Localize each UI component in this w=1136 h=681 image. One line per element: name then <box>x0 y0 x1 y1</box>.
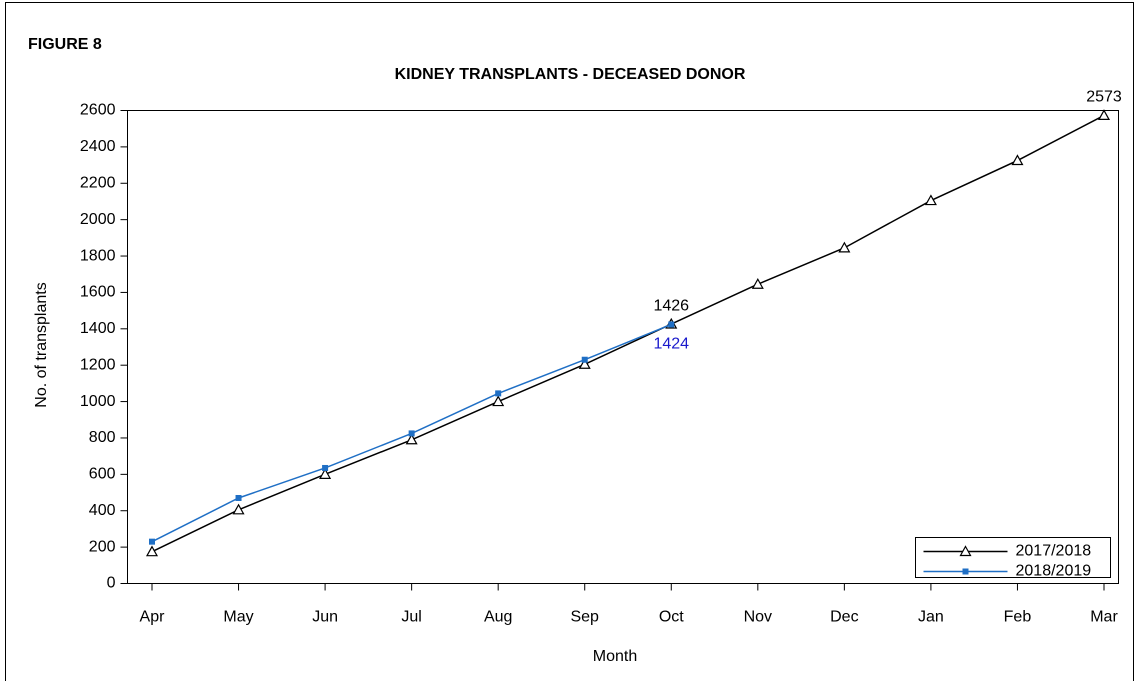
y-tick-label: 1800 <box>80 247 116 264</box>
figure-frame <box>5 2 1134 681</box>
data-point <box>578 358 591 369</box>
y-tick-label: 0 <box>107 575 116 592</box>
y-tick-label: 200 <box>89 538 116 555</box>
x-tick-label: Aug <box>484 609 512 626</box>
data-point <box>492 395 505 407</box>
data-label: 1424 <box>653 336 689 353</box>
x-tick-label: May <box>223 609 253 626</box>
x-tick-label: Oct <box>659 609 684 626</box>
legend-label: 2017/2018 <box>1016 543 1092 560</box>
y-tick-label: 2600 <box>80 102 116 119</box>
data-point <box>149 538 155 545</box>
y-tick-label: 1200 <box>80 356 116 373</box>
x-tick-label: Nov <box>744 609 772 626</box>
data-label: 2573 <box>1086 89 1122 106</box>
data-point <box>581 356 588 363</box>
x-tick-label: Dec <box>830 609 858 626</box>
data-point <box>319 468 332 479</box>
data-point <box>322 464 329 471</box>
data-label: 1426 <box>653 297 689 314</box>
data-point <box>405 433 418 445</box>
x-axis-label: Month <box>593 648 637 665</box>
y-tick-label: 2000 <box>80 211 116 228</box>
data-point <box>1011 154 1024 166</box>
legend-marker <box>962 568 969 575</box>
data-point <box>495 390 502 397</box>
x-tick-label: Mar <box>1090 609 1118 626</box>
data-point <box>924 194 937 206</box>
data-point <box>838 241 851 253</box>
legend-label: 2018/2019 <box>1016 563 1092 580</box>
legend-marker <box>959 545 972 557</box>
y-tick-label: 800 <box>89 429 116 446</box>
y-tick-label: 600 <box>89 466 116 483</box>
series-line <box>151 114 1105 553</box>
data-point <box>232 503 245 515</box>
x-tick-label: Apr <box>140 609 166 626</box>
x-tick-label: Feb <box>1004 609 1032 626</box>
y-tick-label: 400 <box>89 502 116 519</box>
data-point <box>751 278 764 289</box>
data-point <box>235 494 242 501</box>
data-point <box>145 545 159 557</box>
data-point <box>1097 109 1111 121</box>
chart-title: KIDNEY TRANSPLANTS - DECEASED DONOR <box>395 66 746 83</box>
y-tick-label: 1600 <box>80 284 116 301</box>
data-point <box>668 321 675 328</box>
x-tick-label: Jan <box>918 609 944 626</box>
y-axis-label: No. of transplants <box>33 282 50 407</box>
figure-label: FIGURE 8 <box>28 36 102 53</box>
y-tick-label: 2400 <box>80 138 116 155</box>
x-tick-label: Jul <box>401 609 421 626</box>
y-tick-label: 1000 <box>80 393 116 410</box>
y-tick-label: 1400 <box>80 320 116 337</box>
data-point <box>408 430 415 437</box>
plot-frame <box>127 110 1119 584</box>
x-tick-label: Jun <box>312 609 338 626</box>
x-tick-label: Sep <box>570 609 599 626</box>
y-tick-label: 2200 <box>80 174 116 191</box>
